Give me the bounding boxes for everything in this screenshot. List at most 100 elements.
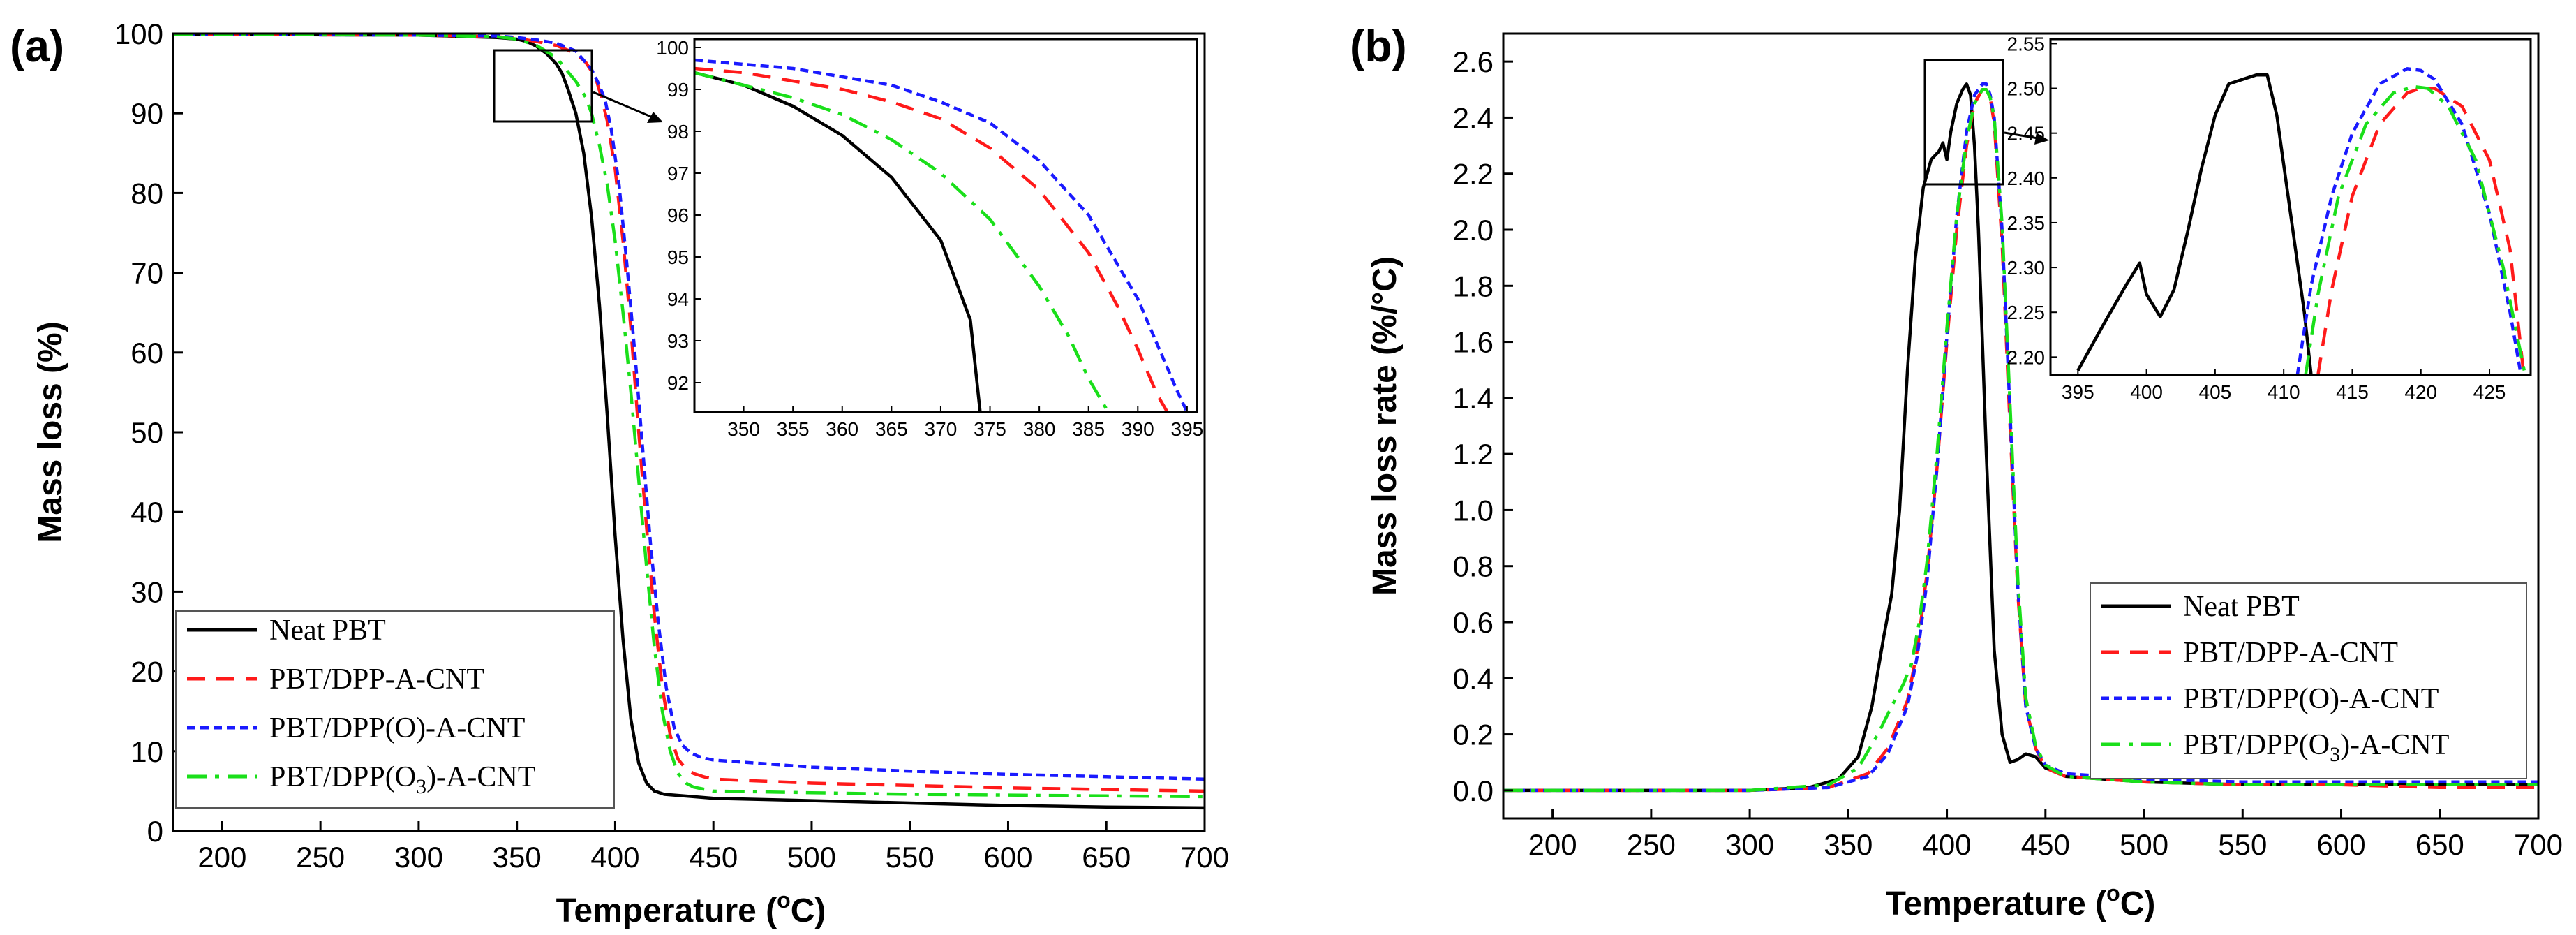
panel-a-label: (a) (10, 21, 64, 71)
y-tick-label: 10 (131, 735, 163, 768)
y-tick-label: 20 (131, 656, 163, 689)
inset-series-line-pbt-dppo-b (2295, 67, 2523, 375)
y-tick-label: 100 (114, 17, 163, 50)
panel-a-inset: 350 355 360 365 370 375 380 385 390 395 929394959… (656, 37, 1203, 440)
inset-x-tick-label: 425 (2473, 381, 2506, 403)
series-line-pbt-dpp-a (173, 34, 1205, 793)
panel-b-zoom-arrow (2004, 131, 2039, 140)
panel-a-legend: Neat PBT PBT/DPP-A-CNT PBT/DPP(O)-A-CNT … (175, 610, 615, 809)
panel-b: (b) 200 250 300 350 400 450 500 550 600 650 700 0.… (1350, 21, 2563, 922)
y-tick-label: 0 (147, 815, 163, 848)
panel-b-zoom-box (1923, 59, 2004, 186)
panel-b-y-axis: 0.0 0.2 0.4 0.6 0.8 1.0 1.2 1.4 1.6 1.8 2.0 2.2 2.4 2… (1453, 45, 1513, 807)
inset-y-tick-label: 2.30 (2007, 257, 2046, 279)
y-tick-label: 0.0 (1453, 774, 1494, 807)
inset-y-tick-label: 2.20 (2007, 346, 2046, 368)
legend-label-pbt-dpp: PBT/DPP-A-CNT (269, 663, 484, 695)
inset-y-tick-label: 95 (667, 246, 689, 268)
panel-b-legend: Neat PBT PBT/DPP-A-CNT PBT/DPP(O)-A-CNT … (2090, 582, 2527, 779)
inset-x-tick-label: 415 (2336, 381, 2369, 403)
panel-a: (a) 200 250 300 350 400 450 500 550 600 650 700 0 1… (10, 17, 1229, 929)
series-line-neat-pbt-b (1503, 82, 2538, 793)
panel-a-zoom-arrowhead (647, 112, 663, 123)
panel-b-label: (b) (1350, 21, 1407, 71)
x-tick-label: 250 (296, 841, 345, 874)
series-line-pbt-dppo3-a (173, 34, 1205, 799)
x-tick-label: 500 (2120, 828, 2168, 861)
inset-series-line-pbt-dppo-a (694, 58, 1189, 412)
inset-y-tick-label: 93 (667, 330, 689, 352)
x-tick-label: 350 (1824, 828, 1873, 861)
inset-x-tick-label: 370 (925, 418, 958, 440)
inset-y-tick-label: 2.25 (2007, 302, 2046, 323)
panel-b-inset-x-axis: 395 400 405 410 415 420 425 (2062, 369, 2506, 403)
inset-x-tick-label: 410 (2268, 381, 2300, 403)
inset-series-line-pbt-dppo3-b (2304, 84, 2527, 375)
inset-x-tick-label: 390 (1122, 418, 1154, 440)
x-tick-label: 250 (1627, 828, 1676, 861)
y-tick-label: 1.0 (1453, 494, 1494, 527)
inset-y-tick-label: 92 (667, 372, 689, 394)
y-tick-label: 1.6 (1453, 326, 1494, 359)
y-tick-label: 1.4 (1453, 382, 1494, 415)
inset-x-tick-label: 385 (1072, 418, 1105, 440)
y-tick-label: 30 (131, 575, 163, 608)
x-tick-label: 550 (886, 841, 935, 874)
y-tick-label: 90 (131, 97, 163, 130)
inset-x-tick-label: 365 (875, 418, 908, 440)
panel-b-plot-frame (1502, 32, 2540, 820)
y-tick-label: 40 (131, 496, 163, 529)
panel-a-y-axis-label: Mass loss (%) (32, 321, 69, 543)
inset-y-tick-label: 97 (667, 163, 689, 184)
x-tick-label: 350 (493, 841, 542, 874)
inset-y-tick-label: 94 (667, 288, 689, 310)
y-tick-label: 0.8 (1453, 550, 1494, 583)
x-tick-label: 300 (394, 841, 443, 874)
inset-y-tick-label: 96 (667, 205, 689, 226)
y-tick-label: 2.6 (1453, 45, 1494, 78)
panel-a-inset-series (694, 58, 1189, 412)
y-tick-label: 0.2 (1453, 719, 1494, 751)
x-tick-label: 600 (983, 841, 1032, 874)
inset-x-tick-label: 405 (2199, 381, 2232, 403)
inset-y-tick-label: 2.35 (2007, 212, 2046, 234)
inset-y-tick-label: 100 (656, 37, 689, 59)
series-line-pbt-dppo-b (1503, 82, 2538, 793)
y-tick-label: 60 (131, 337, 163, 369)
legend-label-pbt-dppo-b: PBT/DPP(O)-A-CNT (2183, 683, 2439, 715)
legend-label-pbt-dppo3-b: PBT/DPP(O3)-A-CNT (2183, 729, 2449, 766)
panel-a-legend-box (175, 610, 615, 809)
x-tick-label: 650 (1082, 841, 1131, 874)
x-tick-label: 650 (2415, 828, 2464, 861)
inset-x-tick-label: 375 (974, 418, 1006, 440)
y-tick-label: 0.4 (1453, 662, 1494, 695)
inset-x-tick-label: 400 (2130, 381, 2163, 403)
y-tick-label: 0.6 (1453, 606, 1494, 639)
panel-a-series (173, 34, 1205, 810)
panel-a-zoom-arrow (593, 91, 653, 119)
series-line-pbt-dppo-a (173, 34, 1205, 781)
inset-series-line-pbt-dppo3-a (694, 71, 1110, 412)
x-tick-label: 700 (2514, 828, 2563, 861)
x-tick-label: 500 (787, 841, 836, 874)
inset-y-tick-label: 2.40 (2007, 168, 2046, 189)
panel-b-inset-frame (2049, 38, 2532, 376)
panel-a-zoom-box (493, 49, 593, 123)
series-line-neat-pbt-a (173, 34, 1205, 810)
inset-x-tick-label: 355 (777, 418, 810, 440)
x-tick-label: 600 (2316, 828, 2365, 861)
legend-label-pbt-dppo: PBT/DPP(O)-A-CNT (269, 712, 525, 744)
panel-b-x-axis-label: Temperature (oC) (1886, 881, 2156, 922)
y-tick-label: 2.0 (1453, 214, 1494, 246)
x-tick-label: 450 (2021, 828, 2070, 861)
x-tick-label: 300 (1725, 828, 1774, 861)
panel-b-inset-y-axis: 2.20 2.25 2.30 2.35 2.40 2.45 2.50 2.55 (2007, 33, 2057, 368)
panel-b-y-axis-label: Mass loss rate (%/°C) (1367, 256, 1404, 596)
x-tick-label: 200 (1528, 828, 1577, 861)
inset-series-line-neat-pbt-b (2076, 73, 2313, 375)
x-tick-label: 550 (2218, 828, 2267, 861)
x-tick-label: 450 (689, 841, 738, 874)
y-tick-label: 1.2 (1453, 438, 1494, 471)
y-tick-label: 80 (131, 177, 163, 209)
